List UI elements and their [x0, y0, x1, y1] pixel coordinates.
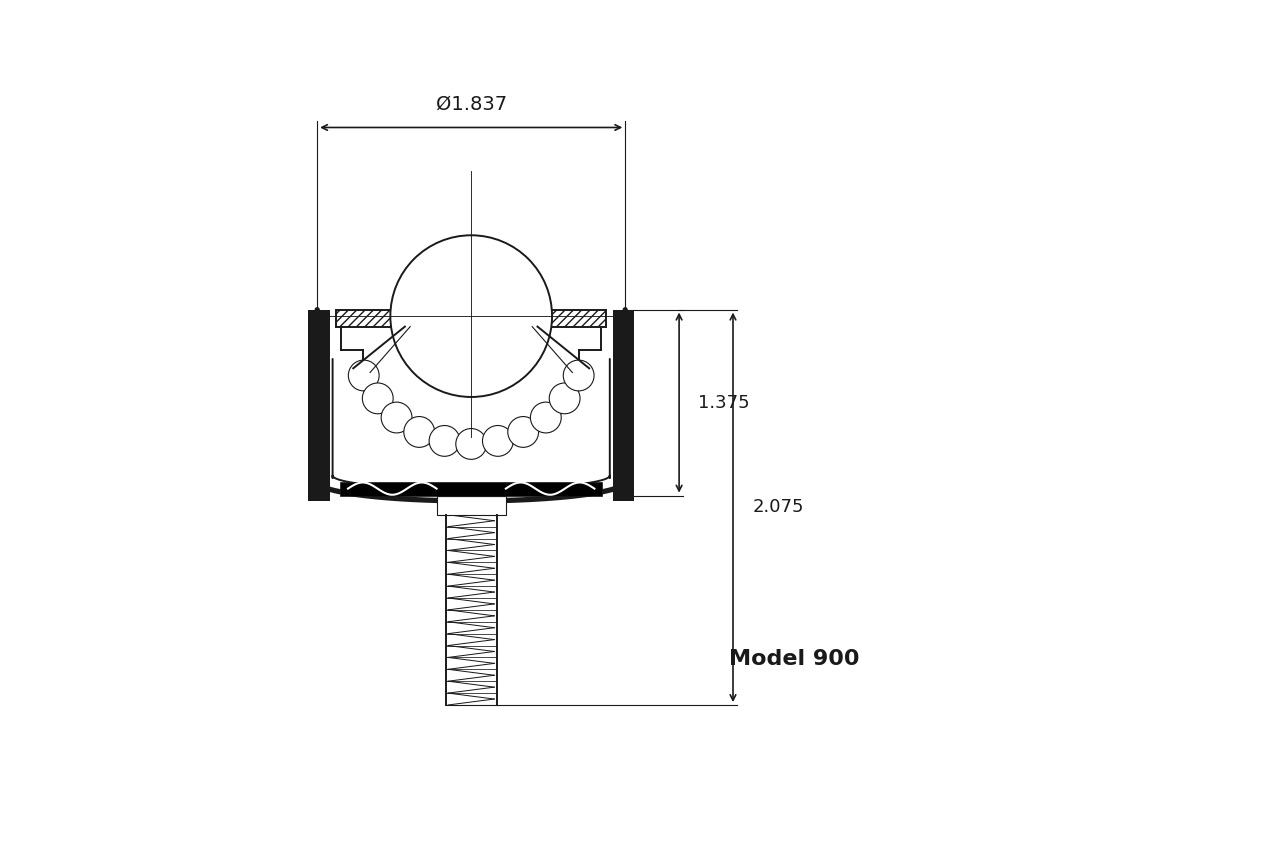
Circle shape — [362, 383, 393, 414]
Text: Model 900: Model 900 — [730, 649, 860, 668]
Circle shape — [530, 402, 561, 433]
Circle shape — [456, 428, 486, 459]
Bar — [436, 495, 506, 515]
Circle shape — [429, 426, 460, 456]
Circle shape — [508, 417, 539, 447]
Circle shape — [390, 236, 552, 397]
Text: 2.075: 2.075 — [753, 498, 804, 516]
Bar — [337, 309, 404, 327]
Circle shape — [348, 360, 379, 391]
Circle shape — [483, 426, 513, 456]
Bar — [308, 309, 329, 501]
Text: Ø1.837: Ø1.837 — [435, 94, 507, 114]
Circle shape — [381, 402, 412, 433]
Circle shape — [403, 417, 435, 447]
Bar — [538, 309, 605, 327]
Bar — [340, 482, 602, 495]
Circle shape — [549, 383, 580, 414]
Text: 1.375: 1.375 — [699, 393, 750, 411]
Bar — [613, 309, 635, 501]
Polygon shape — [353, 363, 589, 451]
Circle shape — [563, 360, 594, 391]
